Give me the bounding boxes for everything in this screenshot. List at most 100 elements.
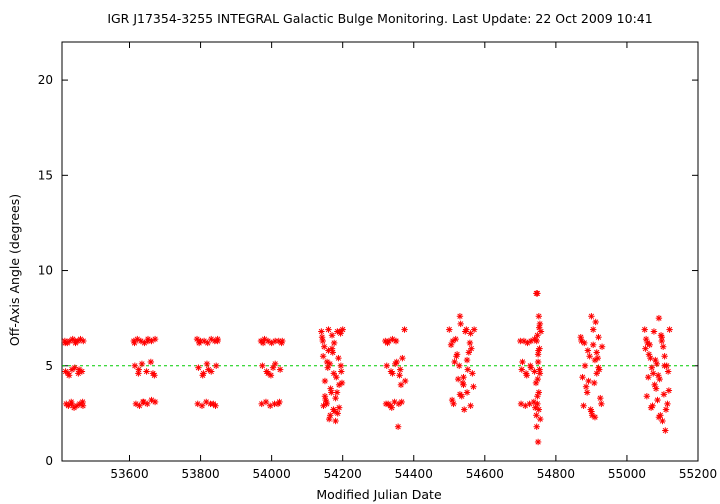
data-point <box>396 372 403 379</box>
data-point <box>318 328 325 335</box>
y-tick-label: 10 <box>38 264 53 278</box>
data-point <box>652 356 659 364</box>
data-point <box>527 364 535 371</box>
data-point <box>68 400 75 408</box>
data-point <box>589 326 597 333</box>
data-point <box>651 381 658 389</box>
data-point <box>328 332 336 339</box>
data-point <box>337 330 344 337</box>
data-point <box>319 353 327 360</box>
data-point <box>463 356 471 364</box>
data-point <box>269 364 277 371</box>
data-point <box>466 339 474 347</box>
data-point <box>649 402 656 409</box>
data-point <box>61 339 69 347</box>
data-point <box>276 366 284 373</box>
data-point <box>143 368 150 375</box>
data-point <box>456 391 464 398</box>
data-point <box>325 347 332 354</box>
data-point <box>131 339 138 347</box>
data-point <box>534 438 542 446</box>
x-tick-label: 54800 <box>537 467 575 481</box>
x-tick-label: 53600 <box>110 467 148 481</box>
data-point <box>664 400 671 408</box>
data-point <box>585 377 592 385</box>
data-point <box>592 318 599 326</box>
data-point <box>534 332 541 339</box>
data-point <box>335 381 343 389</box>
data-point <box>643 393 651 400</box>
data-point <box>468 345 475 352</box>
data-point <box>662 406 670 413</box>
data-point <box>399 354 406 362</box>
y-tick-label: 20 <box>38 73 53 87</box>
data-point <box>327 385 334 392</box>
data-point <box>451 358 458 366</box>
x-tick-label: 54200 <box>324 467 362 481</box>
data-point <box>383 362 390 369</box>
data-point <box>321 393 329 400</box>
data-point <box>326 360 334 368</box>
data-point <box>662 427 669 434</box>
data-point <box>470 383 477 390</box>
data-point <box>214 335 221 343</box>
x-tick-label: 53800 <box>181 467 219 481</box>
data-point <box>333 374 340 381</box>
data-point <box>645 374 652 381</box>
data-point <box>596 366 603 373</box>
data-point <box>588 408 595 415</box>
data-point <box>465 349 473 356</box>
data-point <box>461 406 468 413</box>
data-point <box>536 370 544 377</box>
data-point <box>397 381 405 389</box>
data-point <box>321 343 328 350</box>
y-axis-label: Off-Axis Angle (degrees) <box>7 194 22 346</box>
data-point <box>456 362 463 369</box>
data-point <box>658 337 665 345</box>
data-point <box>333 389 341 396</box>
data-point <box>519 358 526 366</box>
data-point <box>664 368 672 375</box>
data-point <box>534 375 541 383</box>
data-point <box>467 402 474 409</box>
y-tick-label: 5 <box>45 359 53 373</box>
data-point <box>535 324 543 331</box>
data-point <box>136 402 143 409</box>
data-point <box>210 400 217 408</box>
data-point <box>205 366 212 373</box>
data-point <box>138 360 146 368</box>
data-point <box>398 398 405 406</box>
data-point <box>666 326 673 333</box>
data-point <box>332 417 339 425</box>
data-point <box>151 398 159 406</box>
data-point <box>203 360 211 368</box>
data-point <box>149 370 157 377</box>
data-point <box>598 400 605 408</box>
data-point <box>591 413 599 421</box>
data-point <box>321 377 329 385</box>
data-point <box>392 337 400 345</box>
data-point <box>259 339 267 347</box>
data-point <box>200 370 207 377</box>
data-point <box>646 341 653 349</box>
data-point <box>591 379 598 387</box>
data-point <box>268 339 275 347</box>
data-point <box>645 351 653 358</box>
data-point <box>642 345 649 352</box>
data-point <box>535 389 543 396</box>
x-tick-label: 55200 <box>679 467 717 481</box>
data-point <box>151 335 159 343</box>
data-point <box>534 358 542 366</box>
data-point <box>518 366 525 373</box>
data-point <box>64 370 72 377</box>
data-point <box>655 372 662 379</box>
data-point <box>279 337 286 345</box>
data-point <box>586 353 593 360</box>
data-point <box>593 349 600 356</box>
data-point <box>325 415 333 423</box>
data-point <box>655 413 663 421</box>
data-point <box>394 423 402 430</box>
data-point <box>454 375 462 383</box>
data-point <box>271 360 279 368</box>
